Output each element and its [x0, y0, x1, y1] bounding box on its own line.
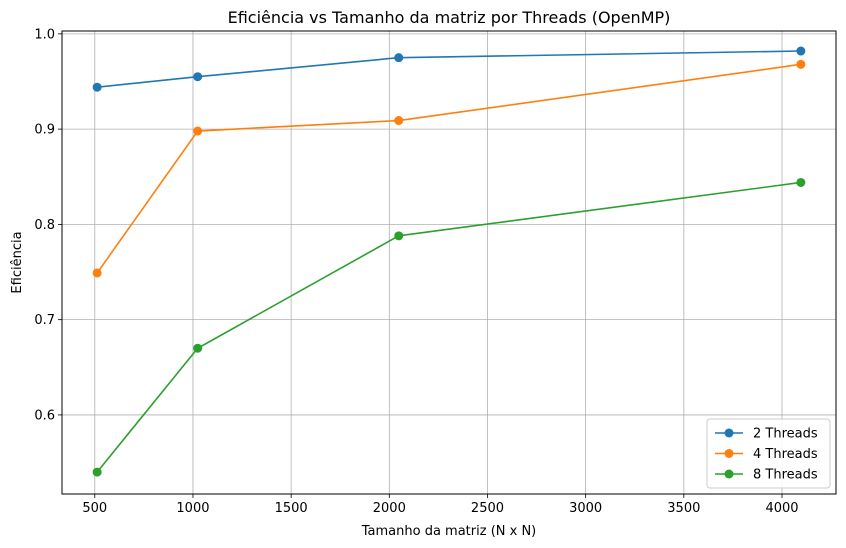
series-line	[97, 50, 801, 89]
legend-box	[706, 418, 831, 489]
legend-item: 8 Threads	[715, 468, 818, 483]
data-point	[796, 59, 806, 69]
x-tick-label: 4000	[765, 501, 798, 516]
legend-marker	[724, 469, 734, 479]
data-point	[796, 46, 806, 56]
series-line	[96, 63, 801, 274]
legend-marker	[724, 449, 734, 458]
y-axis-ticks: 0.6 0.7 0.8 0.9 1.0	[34, 27, 62, 423]
y-axis-title: Eficiência	[10, 231, 25, 293]
data-point	[193, 343, 203, 353]
x-tick-label: 2500	[471, 501, 504, 516]
x-tick-label: 1500	[275, 501, 308, 516]
data-point	[92, 82, 102, 92]
x-tick-label: 1000	[176, 501, 209, 516]
plot-frame	[61, 30, 837, 495]
data-point	[394, 116, 404, 126]
y-tick-label: 0.9	[34, 123, 55, 138]
y-tick-label: 0.7	[34, 313, 55, 328]
data-point	[92, 268, 102, 278]
x-tick-label: 3000	[569, 501, 602, 516]
series-line	[96, 181, 801, 473]
x-tick-label: 500	[82, 501, 107, 516]
data-point	[193, 126, 203, 136]
y-tick-label: 0.6	[34, 408, 55, 423]
legend-item: 4 Threads	[715, 447, 818, 462]
x-tick-label: 3500	[667, 501, 700, 516]
chart-title: Eficiência vs Tamanho da matriz por Thre…	[228, 8, 671, 27]
series-8-threads	[92, 177, 806, 477]
legend-item: 2 Threads	[715, 427, 818, 442]
y-tick-label: 0.8	[34, 218, 55, 233]
legend-marker	[724, 428, 734, 438]
y-tick-label: 1.0	[34, 27, 55, 42]
grid	[62, 31, 836, 494]
data-point	[394, 231, 404, 241]
legend: 2 Threads 4 Threads 8 Threads	[706, 418, 831, 489]
legend-label: 8 Threads	[753, 468, 818, 483]
data-point	[193, 72, 203, 82]
series-4-threads	[92, 59, 806, 278]
legend-label: 4 Threads	[753, 447, 818, 462]
x-tick-label: 2000	[373, 501, 406, 516]
series-2-threads	[92, 46, 806, 92]
data-point	[796, 177, 806, 187]
data-point	[92, 467, 102, 477]
series-layer	[92, 46, 806, 477]
x-axis-ticks: 500 1000 1500 2000 2500 3000 3500 4000	[82, 494, 799, 516]
legend-label: 2 Threads	[753, 427, 818, 442]
data-point	[394, 53, 404, 63]
x-axis-title: Tamanho da matriz (N x N)	[361, 524, 537, 539]
